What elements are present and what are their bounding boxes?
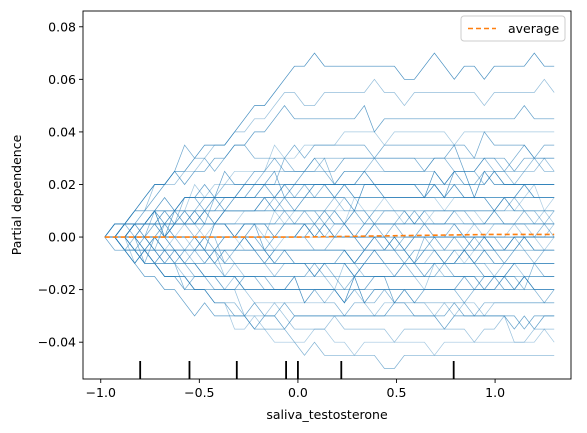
ice-curve xyxy=(104,52,555,238)
x-tick-label: −0.5 xyxy=(184,385,214,400)
x-axis-ticks: −1.0 −0.5 0.0 0.5 1.0 xyxy=(86,379,505,400)
y-tick-label: 0.06 xyxy=(48,72,76,87)
y-tick-label: −0.02 xyxy=(38,282,76,297)
y-tick-label: 0.02 xyxy=(48,177,76,192)
x-tick-label: 0.5 xyxy=(387,385,407,400)
y-tick-label: 0.08 xyxy=(48,19,76,34)
ice-curve xyxy=(104,236,555,278)
ice-curve xyxy=(104,144,555,238)
ice-curve xyxy=(104,236,555,304)
ice-curve xyxy=(104,131,555,238)
ice-curve xyxy=(104,236,555,277)
y-axis-label: Partial dependence xyxy=(9,134,24,255)
x-tick-label: −1.0 xyxy=(86,385,116,400)
ice-curve xyxy=(104,78,555,238)
x-tick-label: 0.0 xyxy=(288,385,308,400)
y-tick-label: −0.04 xyxy=(38,335,76,350)
average-line xyxy=(104,233,555,238)
ice-curve xyxy=(104,236,555,317)
legend-box xyxy=(460,15,566,42)
x-axis-label: saliva_testosterone xyxy=(266,407,388,422)
y-axis-ticks: −0.04 −0.02 0.00 0.02 0.04 0.06 0.08 xyxy=(38,19,83,350)
ice-curve xyxy=(104,104,555,238)
legend: average xyxy=(460,15,566,42)
ice-curves xyxy=(104,52,555,369)
ice-curve xyxy=(104,223,555,265)
y-tick-label: 0.04 xyxy=(48,124,76,139)
plot-frame xyxy=(82,10,572,380)
ice-curve xyxy=(104,197,555,251)
ice-curve xyxy=(104,236,555,291)
ice-curve xyxy=(104,236,555,278)
ice-curve xyxy=(104,236,555,278)
rug-marks xyxy=(139,361,455,379)
x-tick-label: 1.0 xyxy=(485,385,505,400)
ice-curve xyxy=(104,236,555,330)
ice-curve xyxy=(104,131,555,238)
legend-label-average: average xyxy=(508,21,559,36)
y-tick-label: 0.00 xyxy=(48,230,76,245)
average-curve xyxy=(104,233,555,238)
ice-curve xyxy=(104,144,555,238)
